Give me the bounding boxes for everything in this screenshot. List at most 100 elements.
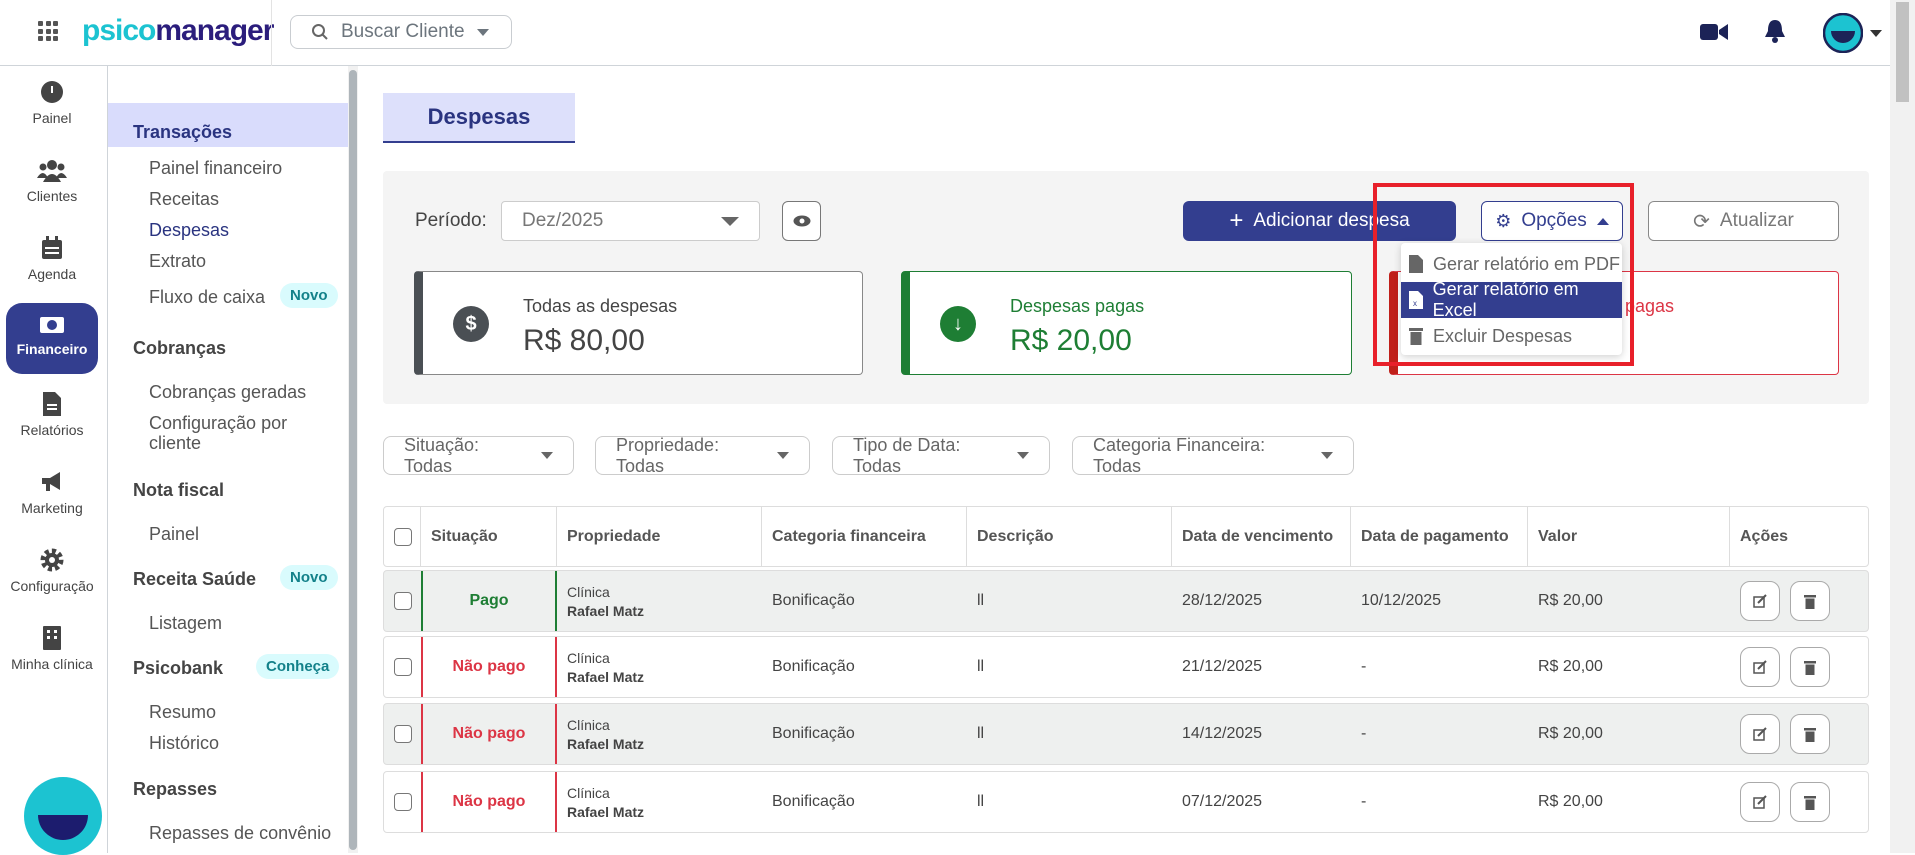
arrow-down-icon: ↓ — [940, 306, 976, 342]
submenu-active-section — [108, 103, 348, 147]
actions-cell — [1730, 772, 1870, 832]
rail-item-painel[interactable]: Painel — [6, 80, 98, 126]
edit-button[interactable] — [1740, 647, 1780, 687]
file-pdf-icon — [1409, 255, 1423, 273]
submenu-repasses-convenio[interactable]: Repasses de convênio — [149, 823, 332, 843]
edit-button[interactable] — [1740, 581, 1780, 621]
new-badge: Novo — [280, 565, 338, 590]
edit-button[interactable] — [1740, 782, 1780, 822]
chevron-down-icon — [1321, 452, 1333, 459]
submenu-config-cliente-2[interactable]: cliente — [149, 433, 202, 453]
submenu-scrollbar[interactable] — [348, 66, 358, 853]
periodo-select[interactable]: Dez/2025 — [501, 201, 760, 241]
submenu-historico[interactable]: Histórico — [149, 733, 220, 753]
new-badge: Novo — [280, 283, 338, 308]
assistant-avatar[interactable] — [24, 777, 102, 855]
edit-button[interactable] — [1740, 714, 1780, 754]
submenu-despesas[interactable]: Despesas — [149, 220, 230, 240]
row-checkbox[interactable] — [394, 725, 412, 743]
submenu-listagem[interactable]: Listagem — [149, 613, 223, 633]
edit-icon — [1753, 727, 1767, 741]
delete-button[interactable] — [1790, 714, 1830, 754]
rail-item-minha-clinica[interactable]: Minha clínica — [6, 626, 98, 672]
menu-item-label: Excluir Despesas — [1433, 325, 1573, 346]
section-receita-saude[interactable]: Receita Saúde — [133, 569, 257, 589]
col-valor[interactable]: Valor — [1528, 507, 1730, 566]
submenu-fluxo-caixa[interactable]: Fluxo de caixa — [149, 287, 266, 307]
select-all-checkbox[interactable] — [394, 527, 412, 546]
refresh-label: Atualizar — [1719, 210, 1794, 231]
submenu-extrato[interactable]: Extrato — [149, 251, 207, 271]
menu-item-excel[interactable]: x Gerar relatório em Excel — [1401, 279, 1622, 320]
user-avatar[interactable] — [1823, 13, 1863, 53]
delete-button[interactable] — [1790, 647, 1830, 687]
col-pagamento[interactable]: Data de pagamento — [1351, 507, 1528, 566]
add-expense-label: Adicionar despesa — [1253, 210, 1410, 231]
rail-item-agenda[interactable]: Agenda — [6, 236, 98, 282]
bell-icon[interactable] — [1764, 18, 1786, 44]
section-repasses[interactable]: Repasses — [133, 779, 218, 799]
property-cell: Clínica Rafael Matz — [557, 704, 762, 764]
status-badge: Não pago — [421, 772, 557, 832]
col-vencimento[interactable]: Data de vencimento — [1172, 507, 1351, 566]
filter-propriedade[interactable]: Propriedade: Todas — [595, 434, 810, 476]
submenu-painel-nf[interactable]: Painel — [149, 524, 200, 544]
submenu-painel-financeiro[interactable]: Painel financeiro — [149, 158, 283, 178]
payment-date-cell: - — [1361, 725, 1367, 742]
category-cell: Bonificação — [772, 725, 855, 742]
property-name: Rafael Matz — [567, 735, 645, 752]
section-nota-fiscal[interactable]: Nota fiscal — [133, 480, 225, 500]
row-checkbox[interactable] — [394, 592, 412, 610]
rail-item-financeiro[interactable]: Financeiro — [6, 303, 98, 374]
row-checkbox[interactable] — [394, 658, 412, 676]
conheca-badge[interactable]: Conheça — [256, 654, 340, 679]
building-icon — [43, 626, 61, 650]
file-icon — [43, 392, 61, 416]
apps-grid-icon[interactable] — [38, 21, 58, 41]
col-categoria[interactable]: Categoria financeira — [762, 507, 967, 566]
due-date-cell: 21/12/2025 — [1182, 658, 1263, 675]
col-propriedade[interactable]: Propriedade — [557, 507, 762, 566]
delete-button[interactable] — [1790, 782, 1830, 822]
status-badge: Não pago — [421, 637, 557, 697]
logo[interactable]: psicomanager — [82, 14, 274, 47]
filter-situacao[interactable]: Situação: Todas — [383, 435, 574, 476]
chevron-down-icon — [1017, 452, 1029, 459]
trash-icon — [1804, 727, 1816, 742]
submenu-receitas[interactable]: Receitas — [149, 189, 220, 209]
filter-label: Propriedade: Todas — [616, 434, 720, 476]
submenu-config-cliente[interactable]: Configuração por — [149, 413, 288, 433]
section-psicobank[interactable]: Psicobank — [133, 658, 224, 678]
rail-item-relatorios[interactable]: Relatórios — [6, 392, 98, 438]
submenu-resumo[interactable]: Resumo — [149, 702, 217, 722]
video-camera-icon[interactable] — [1700, 22, 1728, 42]
avatar-chevron-icon[interactable] — [1870, 30, 1882, 37]
menu-item-excluir[interactable]: Excluir Despesas — [1401, 318, 1622, 354]
users-icon — [37, 160, 67, 182]
delete-button[interactable] — [1790, 581, 1830, 621]
edit-icon — [1753, 795, 1767, 809]
col-situacao[interactable]: Situação — [421, 507, 557, 566]
menu-item-pdf[interactable]: Gerar relatório em PDF — [1401, 246, 1622, 282]
search-client-input[interactable]: Buscar Cliente — [290, 15, 512, 49]
rail-item-configuracao[interactable]: Configuração — [6, 548, 98, 594]
section-cobrancas[interactable]: Cobranças — [133, 338, 227, 358]
page-scrollbar[interactable] — [1890, 0, 1915, 853]
col-descricao[interactable]: Descrição — [967, 507, 1172, 566]
row-checkbox[interactable] — [394, 793, 412, 811]
description-cell: ll — [977, 592, 985, 609]
rail-item-marketing[interactable]: Marketing — [6, 470, 98, 516]
card-value: R$ 20,00 — [1010, 324, 1132, 357]
refresh-button[interactable]: ⟳ Atualizar — [1648, 201, 1839, 241]
submenu-cobrancas-geradas[interactable]: Cobranças geradas — [149, 382, 307, 402]
filter-tipo-data[interactable]: Tipo de Data: Todas — [832, 435, 1050, 476]
filter-categoria[interactable]: Categoria Financeira: Todas — [1072, 435, 1354, 476]
search-icon — [312, 24, 328, 40]
section-transacoes[interactable]: Transações — [133, 122, 233, 142]
toggle-visibility-button[interactable] — [782, 201, 821, 241]
add-expense-button[interactable]: + Adicionar despesa — [1183, 201, 1456, 241]
financeiro-submenu: Transações Painel financeiro Receitas De… — [108, 66, 348, 853]
rail-item-clientes[interactable]: Clientes — [6, 158, 98, 204]
tab-despesas[interactable]: Despesas — [383, 93, 575, 143]
options-button[interactable]: ⚙ Opções — [1481, 201, 1623, 241]
